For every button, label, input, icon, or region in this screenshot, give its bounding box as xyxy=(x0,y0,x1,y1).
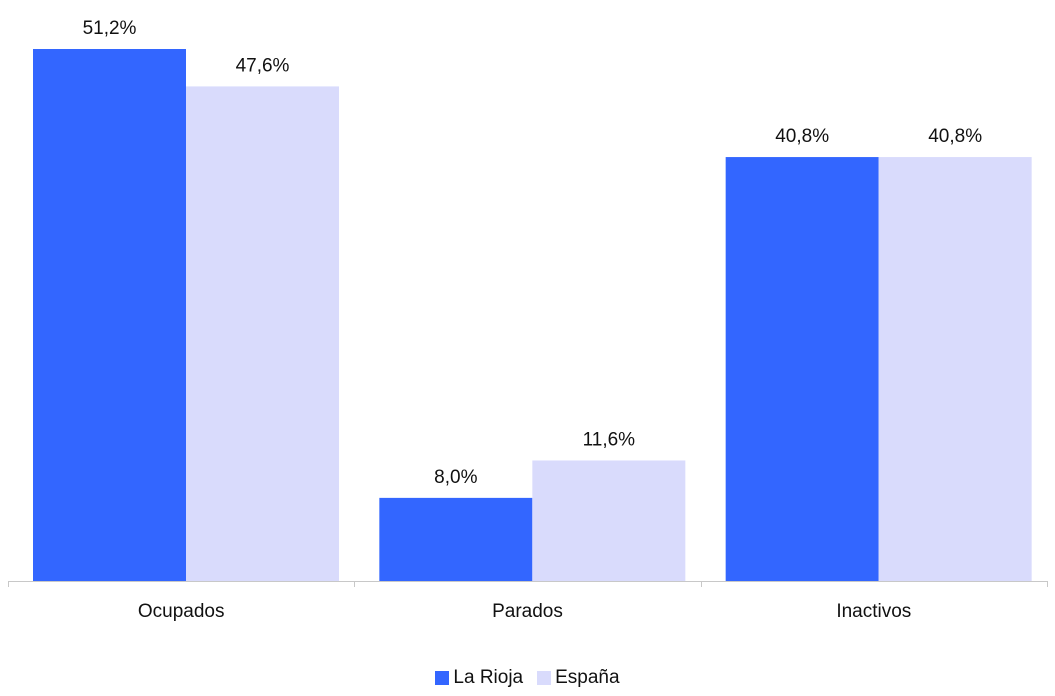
bar-la-rioja-parados xyxy=(379,497,533,581)
legend-swatch-la-rioja xyxy=(435,671,450,685)
legend: La Rioja España xyxy=(0,665,1055,691)
bar-la-rioja-ocupados xyxy=(33,49,186,581)
data-label-la-rioja-parados: 8,0% xyxy=(434,467,477,488)
data-label-espana-parados: 11,6% xyxy=(583,429,636,450)
data-label-espana-ocupados: 47,6% xyxy=(236,55,290,76)
legend-label-espana: España xyxy=(555,667,620,688)
x-tick-label-inactivos: Inactivos xyxy=(836,601,911,622)
bars-layer xyxy=(33,49,1032,581)
x-axis: Ocupados Parados Inactivos xyxy=(8,581,1048,622)
x-tick-label-ocupados: Ocupados xyxy=(138,601,225,622)
bar-espana-parados xyxy=(532,460,686,581)
data-label-la-rioja-ocupados: 51,2% xyxy=(83,18,137,39)
bar-espana-inactivos xyxy=(878,157,1032,581)
legend-item-espana: España xyxy=(537,667,620,689)
data-label-la-rioja-inactivos: 40,8% xyxy=(775,126,829,147)
data-labels-layer: 51,2% 47,6% 8,0% 11,6% 40,8% 40,8% xyxy=(83,18,983,488)
legend-swatch-espana xyxy=(537,671,552,685)
data-label-espana-inactivos: 40,8% xyxy=(928,126,982,147)
bar-la-rioja-inactivos xyxy=(725,157,879,581)
legend-item-la-rioja: La Rioja xyxy=(435,667,523,689)
bar-espana-ocupados xyxy=(186,86,339,581)
x-tick-label-parados: Parados xyxy=(492,601,563,622)
legend-label-la-rioja: La Rioja xyxy=(453,667,524,688)
